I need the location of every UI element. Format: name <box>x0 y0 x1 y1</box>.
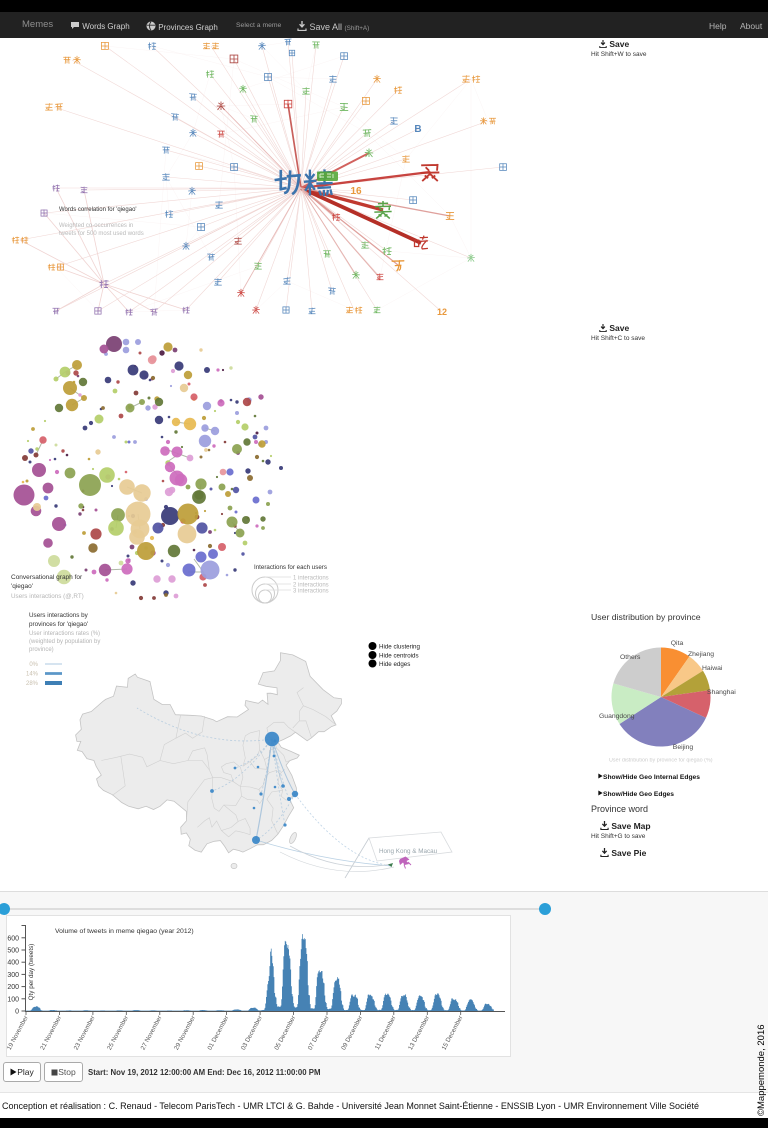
svg-text:3 interactions: 3 interactions <box>293 589 329 595</box>
svg-text:1 interactions: 1 interactions <box>293 576 329 582</box>
svg-text:Qita: Qita <box>671 640 684 647</box>
svg-text:23 November: 23 November <box>73 1015 97 1052</box>
svg-text:01 December: 01 December <box>206 1015 230 1052</box>
svg-text:Hide clustering: Hide clustering <box>379 644 420 651</box>
svg-text:B: B <box>414 124 421 135</box>
svg-text:300: 300 <box>7 972 19 979</box>
svg-text:Beijing: Beijing <box>673 744 694 751</box>
svg-text:Haiwai: Haiwai <box>702 665 723 672</box>
svg-text:Hide edges: Hide edges <box>379 661 410 668</box>
svg-text:Volume of tweets in meme qiega: Volume of tweets in meme qiegao (year 20… <box>55 928 194 935</box>
svg-text:05 December: 05 December <box>273 1015 297 1052</box>
svg-text:21 November: 21 November <box>39 1015 63 1052</box>
svg-text:28%: 28% <box>26 681 39 687</box>
svg-text:03 December: 03 December <box>240 1015 264 1052</box>
svg-text:600: 600 <box>7 935 19 942</box>
svg-text:15 December: 15 December <box>441 1015 465 1052</box>
svg-text:07 December: 07 December <box>307 1015 331 1052</box>
svg-text:25 November: 25 November <box>106 1015 130 1052</box>
svg-text:Others: Others <box>620 654 641 661</box>
svg-text:200: 200 <box>7 984 19 991</box>
svg-text:16: 16 <box>350 186 362 197</box>
svg-text:Shanghai: Shanghai <box>707 689 736 696</box>
svg-text:0%: 0% <box>29 662 38 668</box>
svg-text:2 interactions: 2 interactions <box>293 583 329 589</box>
svg-text:100: 100 <box>7 996 19 1003</box>
svg-text:29 November: 29 November <box>173 1015 197 1052</box>
svg-text:0: 0 <box>15 1009 19 1016</box>
svg-text:Hide centroids: Hide centroids <box>379 653 419 660</box>
svg-text:14%: 14% <box>26 672 39 678</box>
svg-text:Qty per day (tweets): Qty per day (tweets) <box>28 944 35 1001</box>
svg-text:Zhejiang: Zhejiang <box>688 651 714 658</box>
svg-text:11 December: 11 December <box>374 1015 398 1051</box>
svg-text:13 December: 13 December <box>407 1015 431 1052</box>
svg-text:Guangdong: Guangdong <box>599 713 635 720</box>
svg-text:09 December: 09 December <box>340 1015 364 1052</box>
svg-text:400: 400 <box>7 960 19 967</box>
svg-text:500: 500 <box>7 948 19 955</box>
svg-text:27 November: 27 November <box>140 1015 164 1052</box>
svg-text:12: 12 <box>437 307 447 317</box>
svg-text:19 November: 19 November <box>6 1015 30 1052</box>
